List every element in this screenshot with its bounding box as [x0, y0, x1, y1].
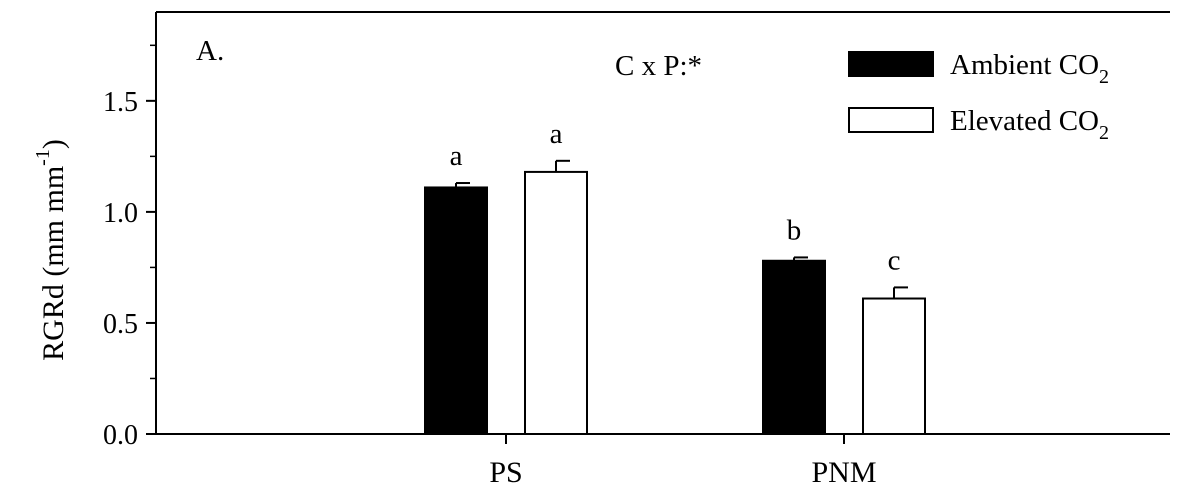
- x-tick-label: PNM: [811, 456, 876, 489]
- significance-letter: b: [787, 214, 802, 246]
- y-tick-label: 0.5: [103, 309, 138, 340]
- bar: [862, 297, 926, 435]
- plot-frame: [155, 11, 1170, 435]
- y-axis: 0.0 0.5 1.0 1.5: [103, 44, 156, 451]
- interaction-annotation: C x P:*: [615, 50, 702, 82]
- x-axis: PS PNM: [489, 434, 877, 489]
- y-tick-label: 1.0: [103, 198, 138, 229]
- bar: [424, 186, 488, 435]
- y-axis-label-text: RGRd (mm mm: [37, 166, 70, 361]
- y-axis-label: RGRd (mm mm-1): [32, 139, 70, 361]
- bar: [524, 170, 588, 435]
- legend-label: Elevated CO2: [950, 105, 1109, 144]
- y-axis-label-close: ): [37, 139, 70, 149]
- legend: Ambient CO2 Elevated CO2: [848, 49, 1109, 144]
- significance-letter: c: [888, 244, 901, 276]
- y-tick-label: 1.5: [103, 87, 138, 118]
- y-axis-label-superscript: -1: [32, 149, 54, 166]
- svg-text:RGRd (mm mm-1): RGRd (mm mm-1): [32, 139, 70, 361]
- significance-letter: a: [450, 140, 463, 172]
- bar: [762, 259, 826, 436]
- y-tick-label: 0.0: [103, 420, 138, 451]
- bars: a a b c: [424, 118, 926, 436]
- panel-label: A.: [196, 35, 224, 67]
- legend-swatch: [848, 51, 934, 77]
- significance-letter: a: [550, 118, 563, 150]
- x-tick-label: PS: [489, 456, 522, 489]
- legend-swatch: [848, 107, 934, 133]
- legend-label: Ambient CO2: [950, 49, 1109, 88]
